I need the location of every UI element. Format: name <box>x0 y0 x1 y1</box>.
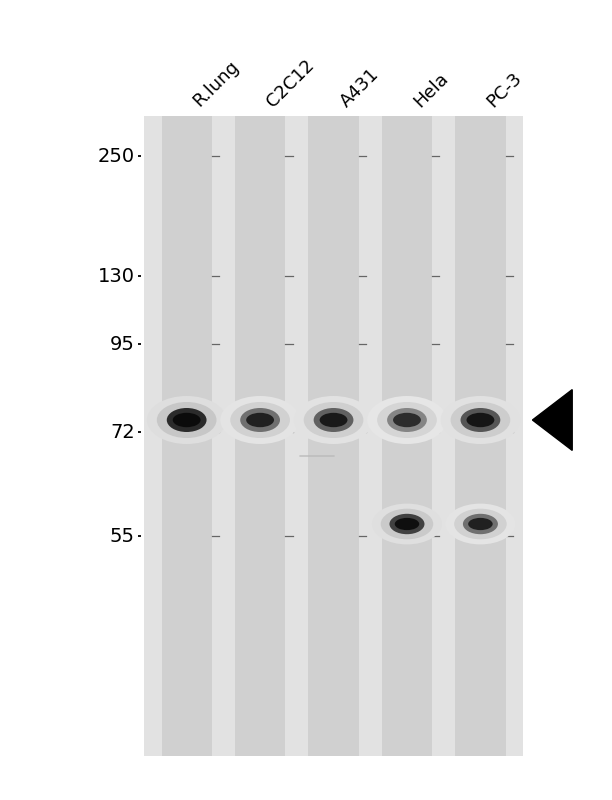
Text: 95: 95 <box>110 334 135 354</box>
Ellipse shape <box>466 413 494 427</box>
Text: A431: A431 <box>337 65 382 110</box>
Ellipse shape <box>446 504 515 544</box>
Bar <box>382 116 432 756</box>
Ellipse shape <box>372 504 442 544</box>
Ellipse shape <box>367 396 447 444</box>
Polygon shape <box>532 390 572 450</box>
Ellipse shape <box>463 514 498 534</box>
Bar <box>235 116 285 756</box>
Text: 130: 130 <box>98 266 135 286</box>
Ellipse shape <box>468 518 493 530</box>
Bar <box>144 116 523 756</box>
Ellipse shape <box>377 402 437 438</box>
Ellipse shape <box>441 396 520 444</box>
Ellipse shape <box>240 408 280 432</box>
Ellipse shape <box>304 402 364 438</box>
Ellipse shape <box>147 396 226 444</box>
Text: Hela: Hela <box>410 69 452 110</box>
Ellipse shape <box>450 402 510 438</box>
Ellipse shape <box>460 408 500 432</box>
Ellipse shape <box>157 402 217 438</box>
Bar <box>162 116 212 756</box>
Ellipse shape <box>319 413 348 427</box>
Text: 55: 55 <box>110 526 135 546</box>
Text: 250: 250 <box>97 146 135 166</box>
Ellipse shape <box>294 396 373 444</box>
Ellipse shape <box>246 413 274 427</box>
Ellipse shape <box>393 413 421 427</box>
Text: PC-3: PC-3 <box>483 69 526 110</box>
Ellipse shape <box>395 518 419 530</box>
Ellipse shape <box>389 514 425 534</box>
Ellipse shape <box>166 408 206 432</box>
Text: C2C12: C2C12 <box>263 56 318 110</box>
Bar <box>455 116 506 756</box>
Text: R.lung: R.lung <box>190 58 243 110</box>
Ellipse shape <box>173 413 201 427</box>
Ellipse shape <box>387 408 427 432</box>
Ellipse shape <box>454 509 507 539</box>
Ellipse shape <box>313 408 353 432</box>
Ellipse shape <box>230 402 290 438</box>
Bar <box>308 116 359 756</box>
Ellipse shape <box>381 509 433 539</box>
Ellipse shape <box>220 396 300 444</box>
Text: 72: 72 <box>110 422 135 442</box>
